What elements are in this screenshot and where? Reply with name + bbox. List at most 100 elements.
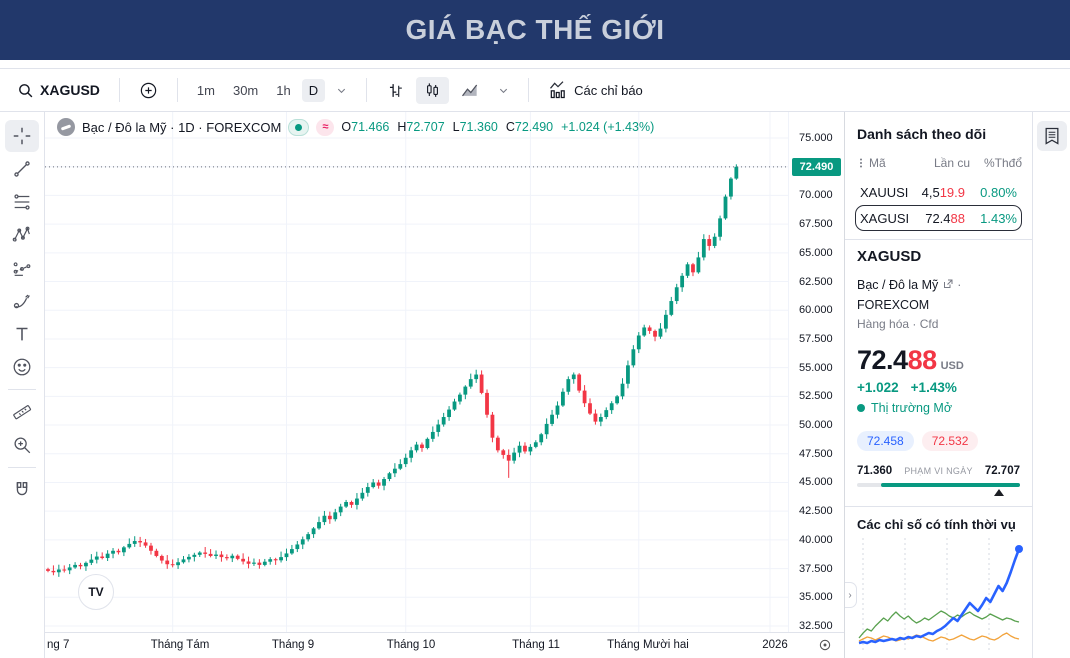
page-title: GIÁ BẠC THẾ GIỚI (405, 14, 665, 45)
chart-style-area-button[interactable] (453, 76, 487, 104)
panel-divider (845, 506, 1032, 507)
symbol-change: +1.022 +1.43% (857, 380, 957, 395)
chevron-down-icon (338, 88, 346, 93)
currency-label: USD (940, 360, 964, 372)
axis-settings-icon[interactable] (818, 638, 832, 652)
price-tick: 75.000 (799, 132, 833, 144)
legend-title[interactable]: Bạc / Đô la Mỹ · 1D · FOREXCOM (82, 119, 282, 135)
ohlc-values: O71.466 H72.707 L71.360 C72.490 +1.024 (… (341, 120, 655, 134)
drawing-toolbar (0, 112, 45, 658)
trendline-tool-button[interactable] (5, 153, 39, 185)
market-status-pill[interactable] (288, 118, 310, 136)
chart-style-bars-button[interactable] (379, 77, 412, 104)
market-open-dot-icon (857, 404, 865, 412)
chart-pane[interactable]: Bạc / Đô la Mỹ · 1D · FOREXCOM ≈ O71.466… (45, 112, 788, 632)
time-axis[interactable]: ng 7 Tháng Tám Tháng 9 Tháng 10 Tháng 11… (45, 632, 844, 658)
external-link-icon[interactable] (942, 278, 954, 290)
symbol-detail-description: Bạc / Đô la Mỹ · FOREXCOM (857, 278, 962, 312)
price-tick: 50.000 (799, 419, 833, 432)
chart-legend: Bạc / Đô la Mỹ · 1D · FOREXCOM ≈ O71.466… (57, 118, 654, 136)
kebab-menu-icon[interactable] (855, 157, 867, 169)
chart-style-dropdown-button[interactable] (491, 81, 516, 100)
interval-dropdown-button[interactable] (329, 81, 354, 100)
emoji-tool-button[interactable] (5, 351, 39, 383)
close-value: 72.490 (514, 120, 554, 134)
toolbar-divider (118, 78, 120, 102)
day-range-bar (857, 483, 1020, 487)
row-symbol: XAGUSI (860, 210, 910, 226)
ask-pill[interactable]: 72.532 (921, 431, 979, 451)
brush-icon (13, 294, 30, 309)
row-change: 1.43% (980, 210, 1017, 226)
pattern-tool-button[interactable] (5, 219, 39, 251)
col-last[interactable]: Lần cu (933, 156, 970, 170)
col-symbol[interactable]: Mã (869, 156, 886, 170)
watchlist-title: Danh sách theo dõi (857, 126, 987, 142)
tradingview-logo[interactable]: TV (78, 574, 114, 610)
source-logo-icon (57, 118, 75, 136)
candlestick-svg (45, 112, 788, 632)
chevron-down-icon (500, 88, 508, 93)
candles-style-icon (427, 82, 439, 97)
toolbar-divider (176, 78, 178, 102)
price-tick: 35.000 (799, 591, 833, 604)
interval-1m-button[interactable]: 1m (190, 79, 222, 102)
price-axis[interactable]: 72.490 75.000 70.000 67.500 65.000 62.500 60.… (788, 112, 844, 632)
row-price: 4,519.9 (921, 184, 965, 200)
right-icon-strip (1032, 112, 1070, 658)
crosshair-tool-button[interactable] (5, 120, 39, 152)
toolbar-divider (366, 78, 368, 102)
symbol-type: Hàng hóa · Cfd (857, 317, 939, 331)
smiley-icon (13, 358, 31, 376)
interval-30m-button[interactable]: 30m (226, 79, 265, 102)
alert-pill[interactable]: ≈ (316, 118, 335, 136)
search-icon (19, 83, 33, 97)
fib-lines-tool-button[interactable] (5, 186, 39, 218)
col-change[interactable]: %Thđổ (983, 156, 1022, 170)
row-symbol: XAUUSI (860, 184, 909, 200)
symbol-exchange: FOREXCOM (857, 298, 930, 312)
low-value: 71.360 (459, 120, 498, 134)
xabcd-pattern-icon (12, 226, 30, 242)
open-value: 71.466 (351, 120, 390, 134)
indicators-button[interactable]: Các chỉ báo (541, 76, 650, 104)
indicators-label: Các chỉ báo (574, 82, 643, 98)
forecast-tool-button[interactable] (5, 252, 39, 284)
day-range-labels: 71.360 PHẠM VI NGÀY 72.707 (857, 465, 1020, 477)
price-tick: 65.000 (799, 246, 833, 259)
interval-1d-button[interactable]: D (301, 78, 326, 102)
tools-divider (8, 389, 36, 390)
ruler-icon (13, 405, 32, 420)
zoom-in-tool-button[interactable] (5, 429, 39, 461)
magnet-tool-button[interactable] (5, 474, 39, 506)
bid-ask-row: 72.458 72.532 (857, 431, 1022, 451)
zoom-in-icon (14, 437, 31, 454)
chart-style-candles-button[interactable] (416, 76, 450, 104)
price-tick: 47.500 (799, 447, 833, 460)
watchlist-row-xauusd[interactable]: XAUUSI 4,519.9 0.80% (855, 179, 1022, 205)
forecast-icon (13, 262, 31, 276)
text-icon (16, 327, 28, 341)
price-tick: 37.500 (799, 562, 833, 575)
watchlist-row-xagusd[interactable]: XAGUSI 72.488 1.43% (855, 205, 1022, 231)
price-tick: 52.500 (799, 390, 833, 403)
time-tick: Tháng 9 (271, 639, 315, 651)
time-tick: Tháng Mười hai (607, 639, 689, 651)
measure-tool-button[interactable] (5, 396, 39, 428)
indicators-icon (550, 81, 565, 99)
area-style-icon (462, 84, 478, 97)
magnet-icon (16, 481, 28, 496)
fib-lines-icon (14, 194, 30, 210)
text-tool-button[interactable] (5, 318, 39, 350)
price-tick: 32.500 (799, 620, 833, 632)
brush-tool-button[interactable] (5, 285, 39, 317)
symbol-search-button[interactable]: XAGUSD (10, 78, 107, 103)
toolbar-symbol: XAGUSD (40, 82, 100, 98)
bid-pill[interactable]: 72.458 (857, 431, 914, 451)
panel-collapse-handle[interactable]: › (845, 582, 857, 608)
interval-1h-button[interactable]: 1h (269, 79, 297, 102)
watchlist-toggle-button[interactable] (1036, 121, 1067, 151)
row-price: 72.488 (925, 210, 965, 226)
symbol-price: 72.488 USD (857, 345, 964, 375)
compare-button[interactable] (132, 77, 165, 104)
